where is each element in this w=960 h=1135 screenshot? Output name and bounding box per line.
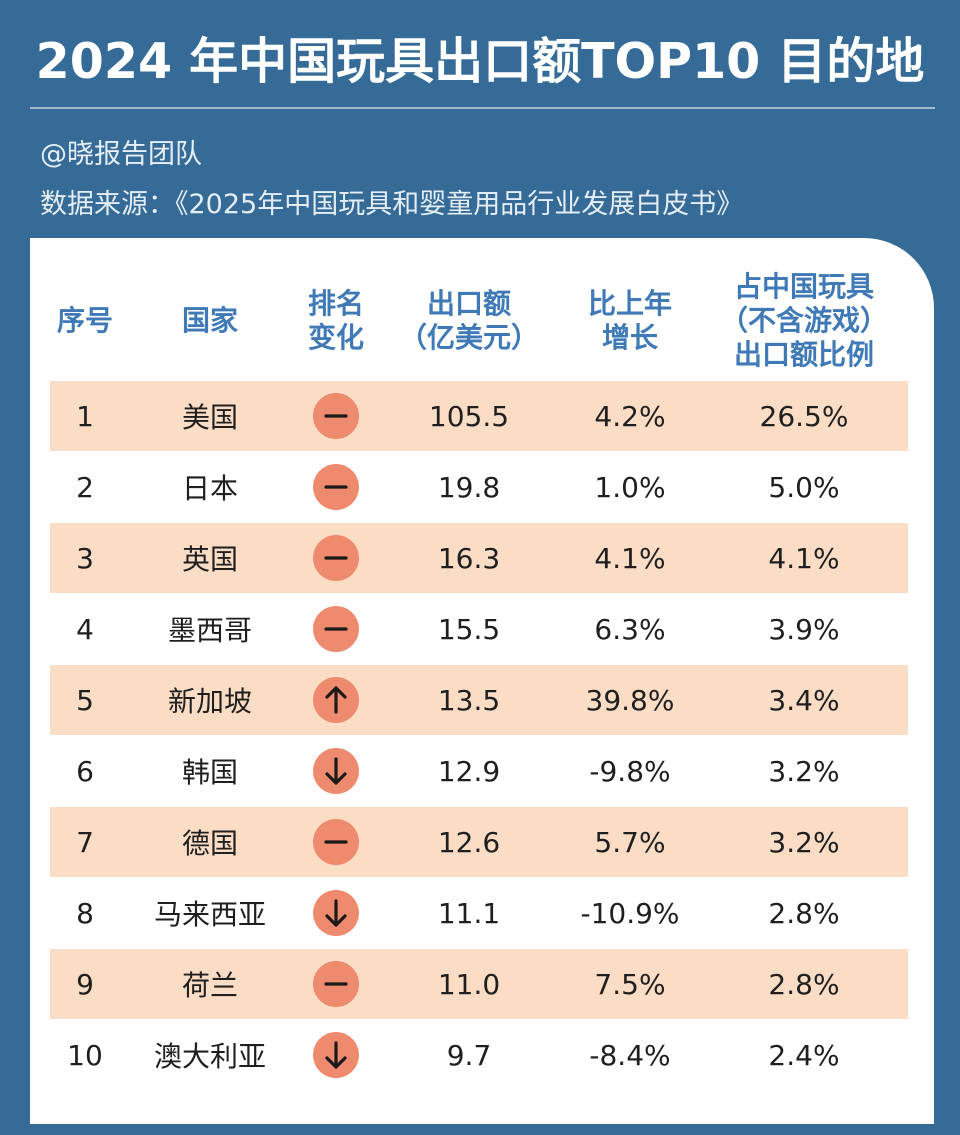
share-cell: 3.2% (768, 825, 840, 859)
export-amount-cell: 12.6 (437, 825, 501, 859)
export-amount-cell: 12.9 (437, 754, 501, 788)
table-row: 7 德国 12.6 5.7% 3.2% (50, 807, 908, 877)
rank-change-cell (286, 594, 386, 664)
table-row: 2 日本 19.8 1.0% 5.0% (50, 452, 908, 522)
export-amount-cell: 11.0 (437, 967, 501, 1001)
growth-cell: 5.7% (594, 825, 666, 859)
share-cell: 2.8% (768, 967, 840, 1001)
country-cell: 墨西哥 (167, 614, 252, 647)
header-country: 国家 (181, 304, 238, 337)
country-cell: 新加坡 (167, 685, 252, 718)
author-credit: @晓报告团队 (40, 139, 202, 170)
rank-change-cell (286, 1020, 386, 1090)
country-cell: 荷兰 (181, 969, 238, 1002)
share-cell: 5.0% (768, 470, 840, 504)
country-cell: 日本 (181, 472, 238, 505)
table-row: 8 马来西亚 11.1 -10.9% 2.8% (50, 878, 908, 948)
country-cell: 英国 (181, 543, 238, 576)
share-cell: 2.4% (768, 1038, 840, 1072)
share-cell: 2.8% (768, 896, 840, 930)
growth-cell: 4.1% (594, 541, 666, 575)
share-cell: 26.5% (759, 399, 849, 433)
dash-icon (313, 819, 359, 865)
growth-cell: 6.3% (594, 612, 666, 646)
export-amount-cell: 105.5 (428, 399, 510, 433)
rank-cell: 9 (76, 967, 94, 1001)
table-row: 1 美国 105.5 4.2% 26.5% (50, 381, 908, 451)
country-cell: 澳大利亚 (153, 1040, 266, 1073)
table-row: 9 荷兰 11.0 7.5% 2.8% (50, 949, 908, 1019)
rank-cell: 8 (76, 896, 94, 930)
header-rank: 序号 (56, 304, 113, 337)
growth-cell: 39.8% (585, 683, 675, 717)
export-amount-cell: 13.5 (437, 683, 501, 717)
table-header: 序号 国家 排名 变化 出口额 （亿美元） 比上年 增长 占中国玩具 （不含游戏… (0, 262, 960, 380)
dash-icon (313, 464, 359, 510)
export-amount-cell: 16.3 (437, 541, 501, 575)
growth-cell: -10.9% (580, 896, 680, 930)
table-row: 6 韩国 12.9 -9.8% 3.2% (50, 736, 908, 806)
rank-change-cell (286, 807, 386, 877)
export-amount-cell: 11.1 (437, 896, 501, 930)
rank-cell: 6 (76, 754, 94, 788)
dash-icon (313, 961, 359, 1007)
arrow-down-icon (313, 890, 359, 936)
share-cell: 3.4% (768, 683, 840, 717)
page-title: 2024 年中国玩具出口额TOP10 目的地 (35, 33, 925, 90)
dash-icon (313, 606, 359, 652)
export-amount-cell: 19.8 (437, 470, 501, 504)
country-cell: 德国 (181, 827, 238, 860)
dash-icon (313, 393, 359, 439)
rank-change-cell (286, 523, 386, 593)
growth-cell: 1.0% (594, 470, 666, 504)
rank-change-cell (286, 878, 386, 948)
export-amount-cell: 15.5 (437, 612, 501, 646)
table-row: 10 澳大利亚 9.7 -8.4% 2.4% (50, 1020, 908, 1090)
table-row: 4 墨西哥 15.5 6.3% 3.9% (50, 594, 908, 664)
header-share: 占中国玩具 （不含游戏） 出口额比例 (719, 270, 888, 371)
rank-change-cell (286, 736, 386, 806)
rank-change-cell (286, 381, 386, 451)
title-divider (30, 107, 935, 109)
rank-cell: 5 (76, 683, 94, 717)
country-cell: 马来西亚 (153, 898, 266, 931)
growth-cell: 4.2% (594, 399, 666, 433)
rank-cell: 10 (67, 1038, 103, 1072)
country-cell: 美国 (181, 401, 238, 434)
dash-icon (313, 535, 359, 581)
rank-cell: 1 (76, 399, 94, 433)
header-export-amount: 出口额 （亿美元） (398, 287, 539, 354)
rank-change-cell (286, 665, 386, 735)
share-cell: 3.9% (768, 612, 840, 646)
rank-change-cell (286, 452, 386, 522)
rank-change-cell (286, 949, 386, 1019)
rank-cell: 2 (76, 470, 94, 504)
export-amount-cell: 9.7 (446, 1038, 492, 1072)
arrow-down-icon (313, 748, 359, 794)
arrow-down-icon (313, 1032, 359, 1078)
country-cell: 韩国 (181, 756, 238, 789)
share-cell: 4.1% (768, 541, 840, 575)
table-row: 3 英国 16.3 4.1% 4.1% (50, 523, 908, 593)
arrow-up-icon (313, 677, 359, 723)
share-cell: 3.2% (768, 754, 840, 788)
data-source: 数据来源：《2025年中国玩具和婴童用品行业发展白皮书》 (40, 189, 744, 220)
rank-cell: 7 (76, 825, 94, 859)
rank-cell: 3 (76, 541, 94, 575)
header-growth: 比上年 增长 (587, 287, 672, 354)
growth-cell: 7.5% (594, 967, 666, 1001)
growth-cell: -9.8% (589, 754, 671, 788)
growth-cell: -8.4% (589, 1038, 671, 1072)
header-rank-change: 排名 变化 (307, 287, 364, 354)
table-row: 5 新加坡 13.5 39.8% 3.4% (50, 665, 908, 735)
rank-cell: 4 (76, 612, 94, 646)
